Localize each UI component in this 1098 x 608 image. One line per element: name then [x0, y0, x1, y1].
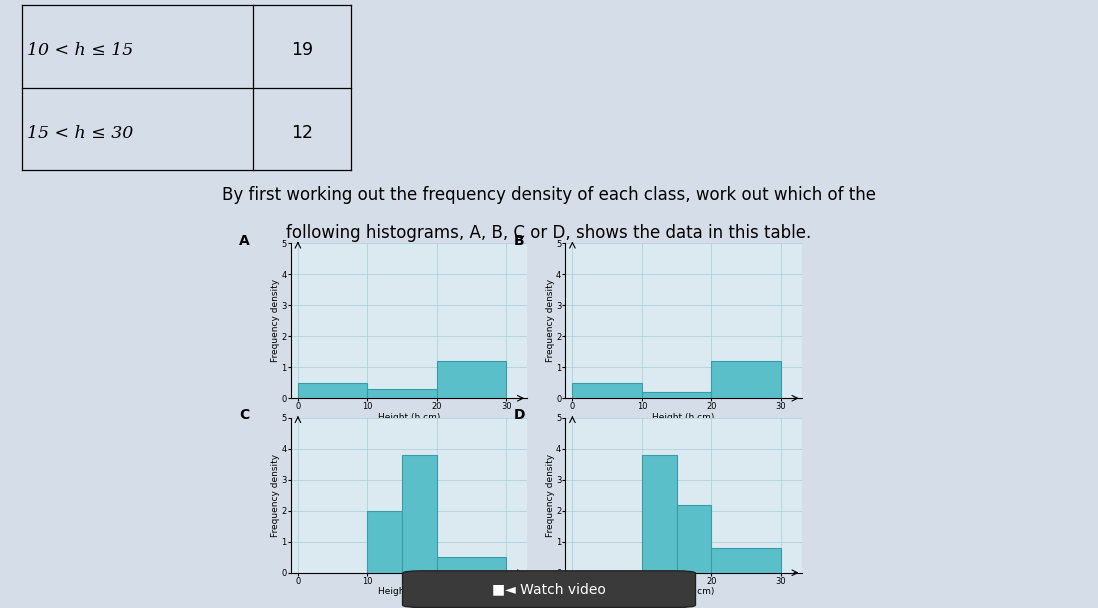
- Bar: [642, 455, 676, 573]
- Y-axis label: Frequency density: Frequency density: [546, 279, 554, 362]
- Text: C: C: [239, 409, 249, 423]
- Text: D: D: [514, 409, 525, 423]
- Text: By first working out the frequency density of each class, work out which of the: By first working out the frequency densi…: [222, 185, 876, 204]
- Text: 12: 12: [291, 124, 313, 142]
- Y-axis label: Frequency density: Frequency density: [271, 279, 280, 362]
- Bar: [712, 548, 781, 573]
- Bar: [368, 511, 402, 573]
- Bar: [437, 361, 506, 398]
- Bar: [712, 361, 781, 398]
- Text: 15 < h ≤ 30: 15 < h ≤ 30: [27, 125, 134, 142]
- Text: A: A: [239, 234, 249, 248]
- Bar: [298, 383, 368, 398]
- Bar: [368, 389, 437, 398]
- Bar: [642, 392, 712, 398]
- Text: following histograms, A, B, C or D, shows the data in this table.: following histograms, A, B, C or D, show…: [287, 224, 811, 243]
- Bar: [402, 455, 437, 573]
- Y-axis label: Frequency density: Frequency density: [546, 454, 554, 537]
- Bar: [676, 505, 712, 573]
- Text: 19: 19: [291, 41, 313, 60]
- Text: 10 < h ≤ 15: 10 < h ≤ 15: [27, 42, 134, 59]
- Text: B: B: [514, 234, 524, 248]
- X-axis label: Height (h cm): Height (h cm): [652, 587, 715, 596]
- X-axis label: Height (h cm): Height (h cm): [378, 413, 440, 422]
- FancyBboxPatch shape: [403, 571, 695, 607]
- X-axis label: Height (h cm): Height (h cm): [378, 587, 440, 596]
- Y-axis label: Frequency density: Frequency density: [271, 454, 280, 537]
- Bar: [572, 383, 642, 398]
- Text: ■◄ Watch video: ■◄ Watch video: [492, 582, 606, 596]
- Bar: [437, 557, 506, 573]
- X-axis label: Height (h cm): Height (h cm): [652, 413, 715, 422]
